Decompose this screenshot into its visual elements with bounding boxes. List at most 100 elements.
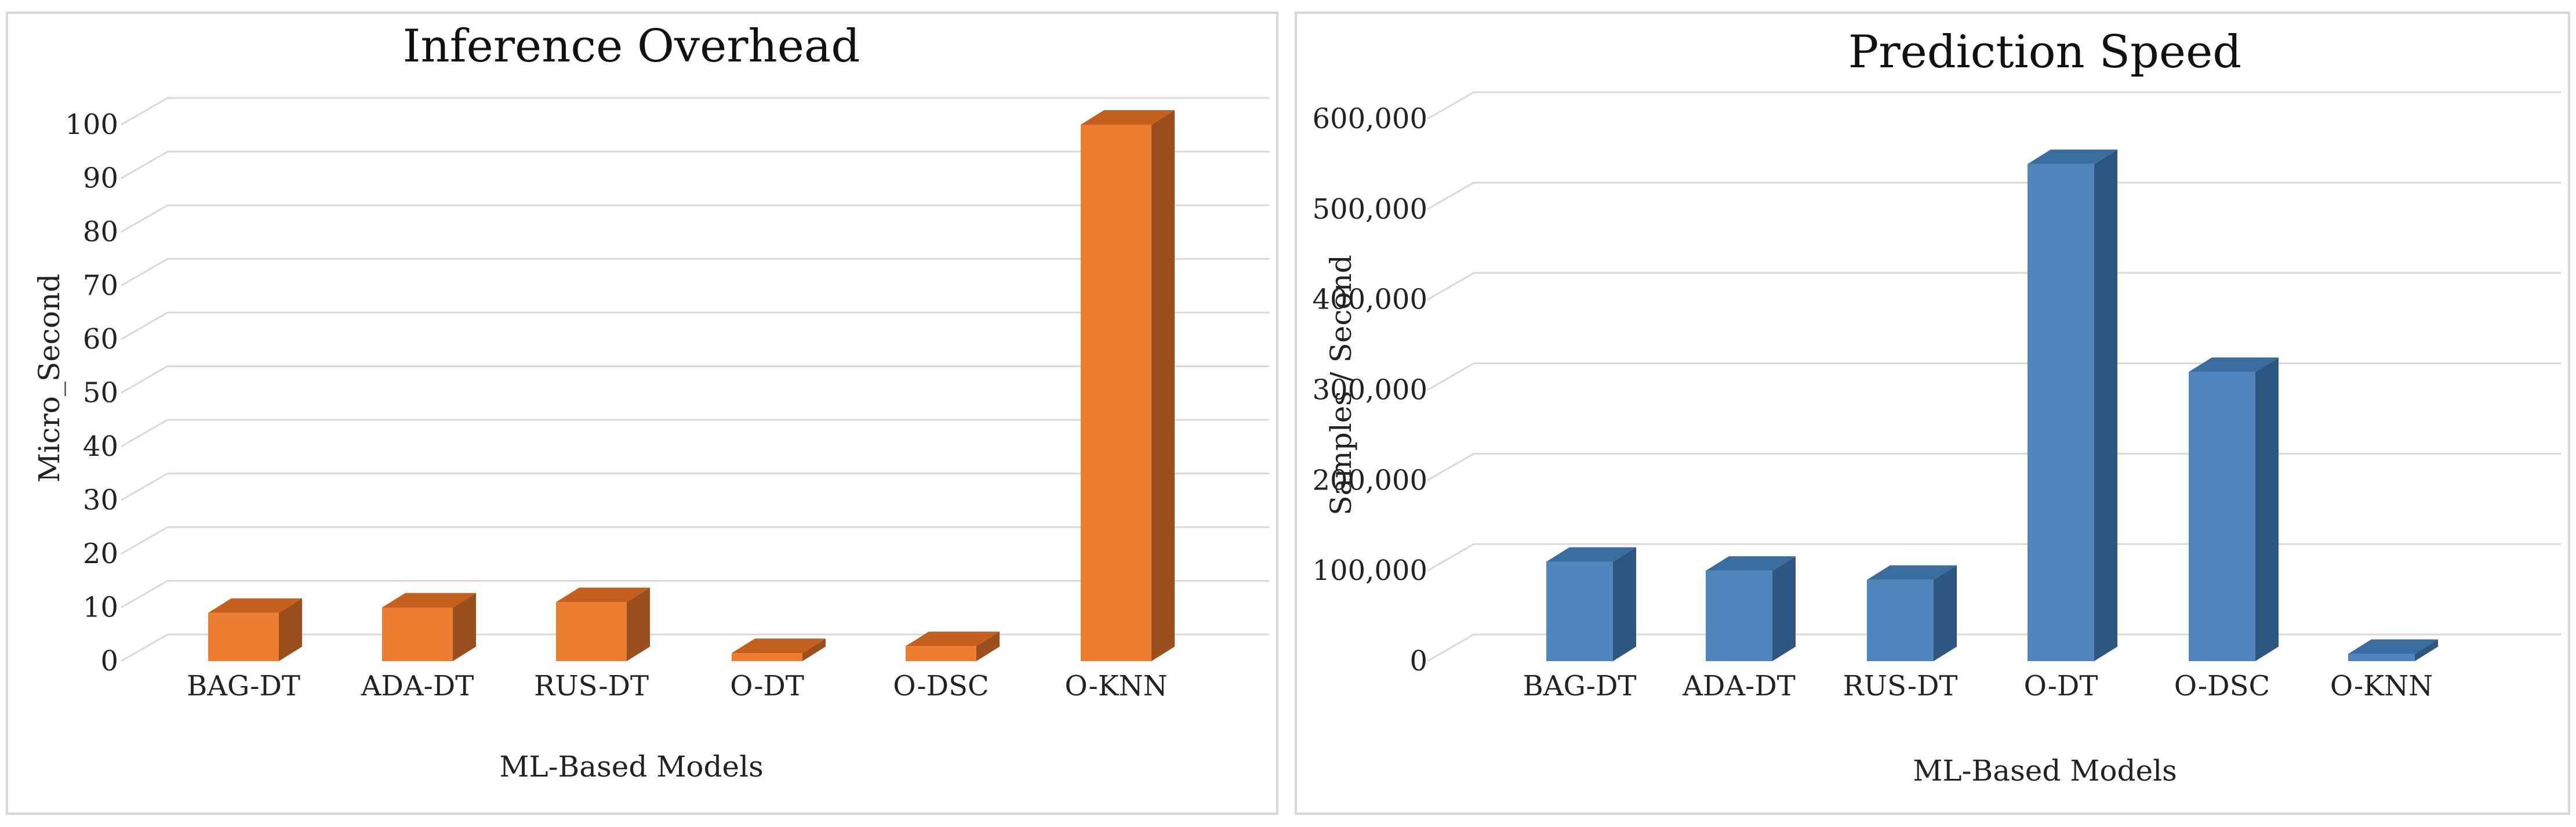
bar-side — [1151, 110, 1175, 661]
y-tick-label: 80 — [83, 216, 118, 248]
x-category-label: O-DT — [730, 670, 804, 702]
y-tick-label: 60 — [83, 323, 118, 356]
bar-bag-dt — [208, 598, 302, 661]
bar-front — [1706, 571, 1772, 661]
y-tick-label: 200,000 — [1313, 464, 1428, 496]
x-category-label: O-DSC — [893, 670, 989, 702]
gridline — [121, 633, 1269, 662]
x-category-label: BAG-DT — [1523, 670, 1637, 702]
x-axis-label: ML-Based Models — [1913, 754, 2177, 788]
y-axis-label: Samples / Second — [1324, 255, 1358, 516]
bar-side — [1934, 565, 1957, 661]
inference-overhead-chart-panel: 0 10 20 30 40 50 60 70 80 90 100 BAG-DT ADA-DT RUS-D… — [6, 12, 1278, 815]
x-category-labels: BAG-DT ADA-DT RUS-DT O-DT O-DSC O-KNN — [187, 670, 1168, 702]
bar-o-dt — [732, 639, 826, 661]
bar-o-dt — [2028, 149, 2117, 662]
bar-side — [279, 598, 302, 661]
bar-top — [1867, 565, 1957, 580]
bar-side — [1613, 547, 1636, 661]
y-tick-label: 600,000 — [1313, 103, 1428, 135]
x-axis-label: ML-Based Models — [499, 750, 764, 784]
y-tick-label: 90 — [83, 162, 118, 195]
gridline — [121, 204, 1269, 233]
y-tick-label: 400,000 — [1313, 284, 1428, 316]
bar-front — [208, 612, 279, 661]
y-tick-labels: 0 10 20 30 40 50 60 70 80 90 100 — [65, 108, 118, 677]
y-tick-label: 0 — [1409, 645, 1427, 677]
y-tick-label: 100,000 — [1313, 554, 1428, 587]
x-category-label: RUS-DT — [1843, 670, 1958, 702]
bar-top — [1081, 110, 1175, 125]
bar-side — [627, 587, 650, 661]
bar-front — [2348, 654, 2415, 661]
bar-ada-dt — [1706, 556, 1796, 661]
bar-side — [2255, 357, 2279, 661]
bar-side — [976, 632, 1000, 661]
bar-top — [382, 593, 476, 608]
bar-front — [2189, 372, 2255, 661]
x-category-label: ADA-DT — [1682, 670, 1796, 702]
x-category-label: RUS-DT — [534, 670, 649, 702]
bar-front — [1081, 125, 1151, 661]
bar-front — [1867, 579, 1934, 661]
x-category-label: ADA-DT — [361, 670, 474, 702]
gridline — [1427, 91, 2561, 120]
prediction-speed-chart-panel: 0 100,000 200,000 300,000 400,000 500,000 600,… — [1295, 12, 2570, 815]
bar-bag-dt — [1546, 547, 1636, 661]
bar-front — [2028, 164, 2094, 662]
bar-front — [556, 602, 627, 661]
y-tick-label: 20 — [83, 538, 118, 570]
bar-front — [382, 607, 453, 661]
gridline — [1427, 272, 2561, 300]
chart-title: Prediction Speed — [1848, 26, 2241, 78]
prediction-speed-chart: 0 100,000 200,000 300,000 400,000 500,000 600,… — [1313, 26, 2561, 788]
y-tick-label: 30 — [83, 484, 118, 517]
bar-top — [906, 632, 1000, 647]
y-tick-labels: 0 100,000 200,000 300,000 400,000 500,000 600,… — [1313, 103, 1428, 677]
gridline — [1427, 182, 2561, 211]
bar-ada-dt — [382, 593, 476, 661]
x-category-label: O-KNN — [1064, 670, 1167, 702]
bar-front — [906, 646, 976, 661]
gridline — [1427, 362, 2561, 391]
y-axis-label: Micro_Second — [32, 274, 66, 483]
gridline — [121, 580, 1269, 608]
gridline — [121, 258, 1269, 286]
bar-rus-dt — [1867, 565, 1957, 661]
gridline — [121, 526, 1269, 555]
bar-front — [1546, 561, 1613, 661]
y-tick-label: 70 — [83, 270, 118, 302]
y-tick-label: 50 — [83, 377, 118, 409]
y-tick-label: 0 — [100, 645, 118, 677]
bar-top — [2189, 357, 2279, 372]
bar-o-knn — [2348, 639, 2438, 661]
bars — [208, 110, 1175, 661]
bar-o-knn — [1081, 110, 1175, 661]
bar-side — [2415, 639, 2438, 661]
bar-side — [1772, 556, 1796, 661]
bar-top — [208, 598, 302, 613]
bar-front — [732, 653, 802, 661]
bar-o-dsc — [2189, 357, 2279, 661]
bar-top — [732, 639, 826, 654]
gridline — [121, 311, 1269, 340]
x-category-label: O-KNN — [2330, 670, 2433, 702]
bars — [1546, 149, 2438, 662]
y-tick-label: 300,000 — [1313, 374, 1428, 407]
bar-o-dsc — [906, 632, 1000, 661]
x-category-label: BAG-DT — [187, 670, 300, 702]
bar-side — [2094, 149, 2117, 661]
bar-top — [556, 587, 650, 603]
bar-top — [2028, 149, 2117, 164]
bar-rus-dt — [556, 587, 650, 661]
x-category-label: O-DT — [2024, 670, 2098, 702]
gridlines — [121, 97, 1269, 662]
gridline — [121, 419, 1269, 448]
gridline — [121, 365, 1269, 394]
chart-title: Inference Overhead — [403, 20, 860, 72]
y-tick-label: 500,000 — [1313, 193, 1428, 226]
bar-side — [453, 593, 476, 661]
gridline — [121, 473, 1269, 501]
y-tick-label: 40 — [83, 430, 118, 463]
x-category-labels: BAG-DT ADA-DT RUS-DT O-DT O-DSC O-KNN — [1523, 670, 2433, 702]
